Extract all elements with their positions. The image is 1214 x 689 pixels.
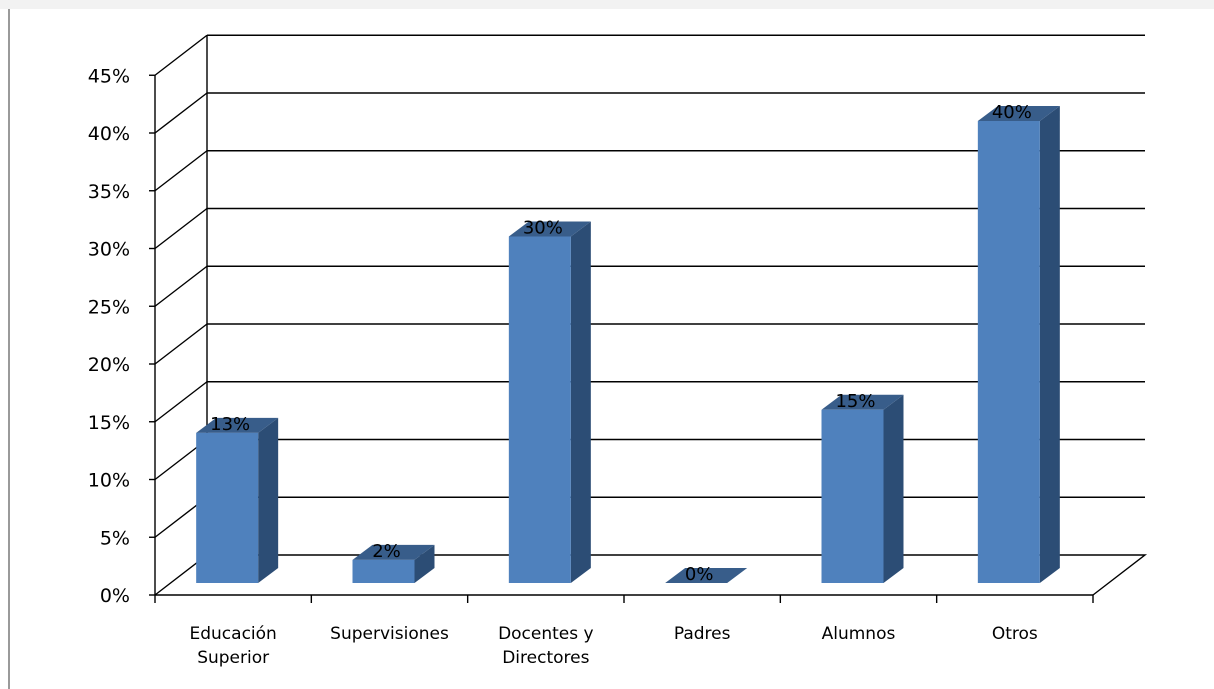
category-label: Otros xyxy=(992,624,1038,644)
data-label: 15% xyxy=(835,391,875,412)
y-tick-label: 5% xyxy=(100,527,130,549)
bar xyxy=(822,395,904,583)
bar-front xyxy=(509,237,571,584)
y-tick-label: 20% xyxy=(88,354,130,376)
x-axis-category-labels: Educación Superior Supervisiones Docentes y… xyxy=(190,624,1038,668)
y-tick-label: 0% xyxy=(100,585,130,607)
y-tick-label: 15% xyxy=(88,412,130,434)
y-axis-tick-labels: 0% 5% 10% 15% 20% 25% 30% 35% 40% 45% xyxy=(88,65,130,607)
category-label: Padres xyxy=(674,624,731,644)
bar-front xyxy=(978,121,1040,583)
bar-front xyxy=(353,560,415,583)
data-label: 2% xyxy=(372,541,401,562)
y-tick-label: 30% xyxy=(88,239,130,261)
bar-front xyxy=(822,410,884,583)
data-label: 30% xyxy=(523,218,563,239)
y-tick-label: 35% xyxy=(88,181,130,203)
bar xyxy=(509,222,591,584)
category-label: Educación Superior xyxy=(190,624,277,668)
bar-side xyxy=(1040,106,1060,583)
data-label: 13% xyxy=(210,414,250,435)
category-label: Docentes y Directores xyxy=(498,624,594,668)
category-label: Supervisiones xyxy=(330,624,449,644)
y-tick-label: 45% xyxy=(88,65,130,87)
bar-front xyxy=(196,433,258,583)
y-tick-label: 10% xyxy=(88,470,130,492)
bar-side xyxy=(884,395,904,583)
bar xyxy=(196,418,278,583)
y-tick-label: 40% xyxy=(88,123,130,145)
data-label: 40% xyxy=(992,102,1032,123)
bar-side xyxy=(258,418,278,583)
data-label: 0% xyxy=(685,564,714,585)
y-tick-label: 25% xyxy=(88,296,130,318)
category-label: Alumnos xyxy=(822,624,896,644)
bar-side xyxy=(571,222,591,584)
bar xyxy=(978,106,1060,583)
